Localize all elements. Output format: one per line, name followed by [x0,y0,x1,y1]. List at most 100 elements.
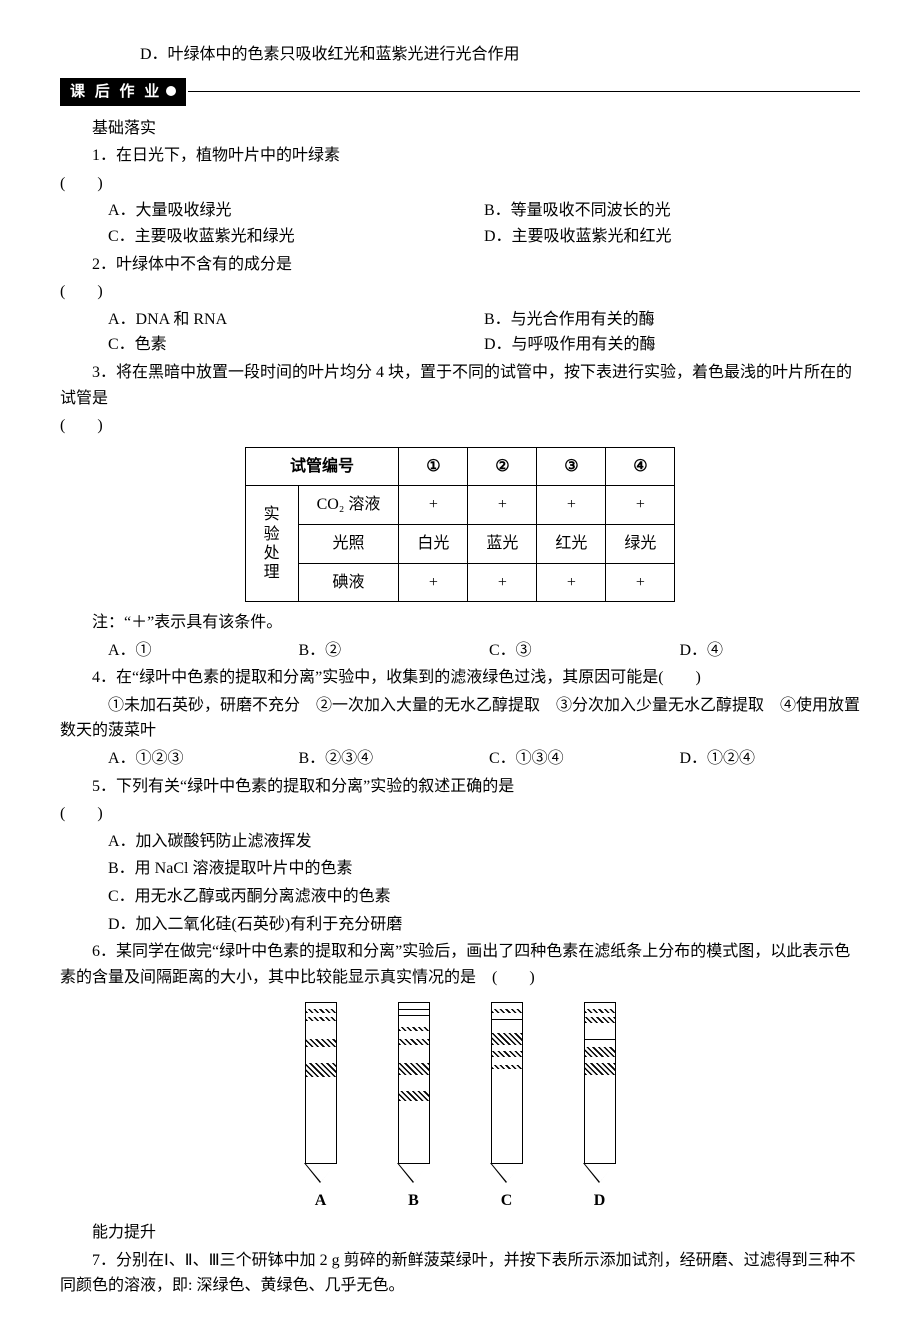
homework-label-text: 课 后 作 业 [70,84,162,100]
q1-blank: ( ) [60,171,860,197]
q1-options-row2: C．主要吸收蓝紫光和绿光 D．主要吸收蓝紫光和红光 [60,224,860,250]
q3-r1-label: CO₂ 溶液 [298,486,399,525]
q1-stem: 1．在日光下，植物叶片中的叶绿素 [60,143,860,169]
band [585,1063,615,1075]
strip-tip-icon [304,1164,337,1184]
q3-r1-c1: + [399,486,468,525]
q3-r2-label: 光照 [298,524,399,563]
strip-body-A [305,1002,337,1164]
q3-r3-c3: + [537,563,606,602]
q3-th-2: ② [468,447,537,486]
band [492,1051,522,1057]
homework-section-bar: 课 后 作 业 [60,78,860,106]
q5-opt-c: C．用无水乙醇或丙酮分离滤液中的色素 [60,884,860,910]
band [492,1019,522,1020]
strip-body-D [584,1002,616,1164]
q4-items: ①未加石英砂，研磨不充分 ②一次加入大量的无水乙醇提取 ③分次加入少量无水乙醇提… [60,693,860,744]
band [399,1091,429,1101]
q3-opt-a: A．① [108,638,289,664]
dot-icon [166,86,176,96]
q2-opt-d: D．与呼吸作用有关的酶 [484,332,860,358]
ability-heading: 能力提升 [60,1220,860,1246]
q4-opt-b: B．②③④ [299,746,480,772]
q3-group-label-text: 实验处理 [264,505,280,582]
q2-options-row1: A．DNA 和 RNA B．与光合作用有关的酶 [60,307,860,333]
band [585,1009,615,1013]
q3-r3-label: 碘液 [298,563,399,602]
q6-stem: 6．某同学在做完“绿叶中色素的提取和分离”实验后，画出了四种色素在滤纸条上分布的… [60,939,860,990]
q4-opt-d: D．①②④ [680,746,861,772]
q3-table: 试管编号 ① ② ③ ④ 实验处理 CO₂ 溶液 + + + + 光照 白光 蓝… [245,447,676,602]
band [585,1039,615,1040]
q1-opt-b: B．等量吸收不同波长的光 [484,198,860,224]
band [399,1015,429,1016]
q3-opt-b: B．② [299,638,480,664]
q3-r2-c2: 蓝光 [468,524,537,563]
strip-tip-icon [583,1164,616,1184]
q5-blank: ( ) [60,801,860,827]
q3-th-4: ④ [606,447,675,486]
strip-B: B [397,1002,430,1214]
q3-r2-c4: 绿光 [606,524,675,563]
q2-options-row2: C．色素 D．与呼吸作用有关的酶 [60,332,860,358]
strip-label-B: B [408,1188,419,1214]
band [585,1047,615,1057]
band [306,1063,336,1077]
q3-r3-c4: + [606,563,675,602]
q3-th-3: ③ [537,447,606,486]
q3-r3-c2: + [468,563,537,602]
q2-opt-b: B．与光合作用有关的酶 [484,307,860,333]
strip-D: D [583,1002,616,1214]
q3-th-tube: 试管编号 [245,447,399,486]
q5-stem: 5．下列有关“绿叶中色素的提取和分离”实验的叙述正确的是 [60,774,860,800]
q1-opt-a: A．大量吸收绿光 [108,198,484,224]
q2-blank: ( ) [60,279,860,305]
strip-A: A [304,1002,337,1214]
q1-opt-d: D．主要吸收蓝紫光和红光 [484,224,860,250]
q2-opt-a: A．DNA 和 RNA [108,307,484,333]
band [399,1063,429,1075]
q5-opt-a: A．加入碳酸钙防止滤液挥发 [60,829,860,855]
top-option-d: D．叶绿体中的色素只吸收红光和蓝紫光进行光合作用 [60,42,860,68]
band [399,1027,429,1031]
q3-th-1: ① [399,447,468,486]
q3-r3-c1: + [399,563,468,602]
q4-opt-a: A．①②③ [108,746,289,772]
basic-heading: 基础落实 [60,116,860,142]
homework-label: 课 后 作 业 [60,78,186,106]
band [492,1033,522,1045]
band [306,1009,336,1013]
section-line [188,91,860,92]
q3-stem: 3．将在黑暗中放置一段时间的叶片均分 4 块，置于不同的试管中，按下表进行实验，… [60,360,860,411]
q7-stem: 7．分别在Ⅰ、Ⅱ、Ⅲ三个研钵中加 2 g 剪碎的新鲜菠菜绿叶，并按下表所示添加试… [60,1248,860,1299]
q5-opt-b: B．用 NaCl 溶液提取叶片中的色素 [60,856,860,882]
band [306,1039,336,1047]
q2-stem: 2．叶绿体中不含有的成分是 [60,252,860,278]
q3-blank: ( ) [60,413,860,439]
strip-tip-icon [490,1164,523,1184]
band [399,1009,429,1010]
q1-opt-c: C．主要吸收蓝紫光和绿光 [108,224,484,250]
q3-note: 注：“＋”表示具有该条件。 [60,610,860,636]
strip-tip-icon [397,1164,430,1184]
q3-opt-c: C．③ [489,638,670,664]
q3-r2-c3: 红光 [537,524,606,563]
q4-opt-c: C．①③④ [489,746,670,772]
strip-body-B [398,1002,430,1164]
q3-options: A．① B．② C．③ D．④ [60,638,860,664]
q3-r1-c2: + [468,486,537,525]
q3-r1-c4: + [606,486,675,525]
strip-label-C: C [501,1188,513,1214]
q4-options: A．①②③ B．②③④ C．①③④ D．①②④ [60,746,860,772]
q4-stem: 4．在“绿叶中色素的提取和分离”实验中，收集到的滤液绿色过浅，其原因可能是( ) [60,665,860,691]
strip-body-C [491,1002,523,1164]
band [492,1065,522,1069]
band [399,1039,429,1045]
q2-opt-c: C．色素 [108,332,484,358]
band [585,1017,615,1023]
q3-group-label: 实验处理 [245,486,298,602]
q3-r1-c3: + [537,486,606,525]
band [306,1017,336,1021]
strip-label-D: D [594,1188,606,1214]
strip-label-A: A [315,1188,327,1214]
